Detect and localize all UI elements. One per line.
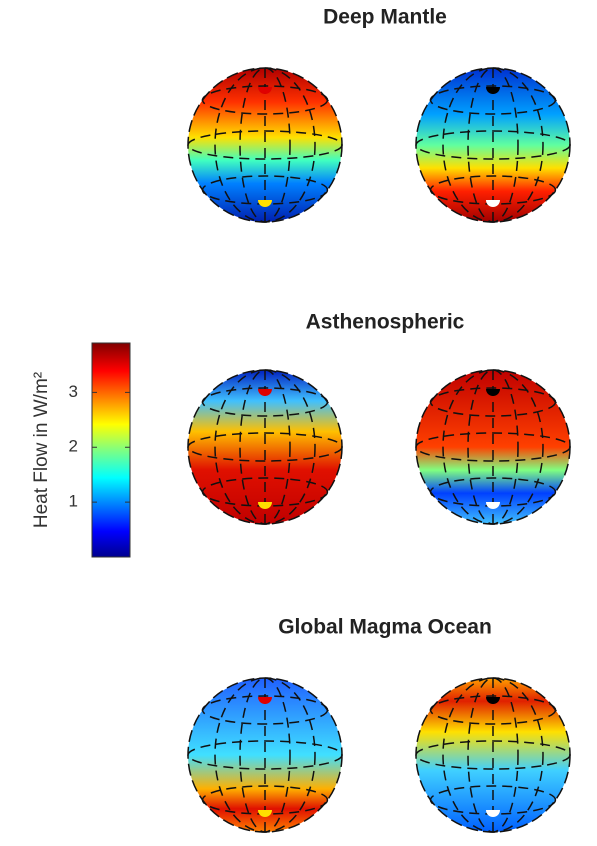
pole-marker bbox=[486, 200, 500, 207]
pole-marker bbox=[258, 200, 272, 207]
pole-marker bbox=[486, 502, 500, 509]
tick-label: 3 bbox=[69, 382, 78, 401]
globes bbox=[187, 67, 571, 833]
pole-marker bbox=[258, 87, 272, 94]
pole-marker bbox=[258, 502, 272, 509]
panel-title: Asthenospheric bbox=[306, 311, 465, 334]
panel-title: Deep Mantle bbox=[323, 6, 447, 29]
pole-marker bbox=[258, 810, 272, 817]
tick-label: 2 bbox=[69, 437, 78, 456]
pole-marker bbox=[258, 389, 272, 396]
globe bbox=[416, 370, 570, 524]
globe-outline bbox=[187, 369, 343, 525]
colorbar-label: Heat Flow in W/m² bbox=[31, 372, 52, 528]
globe bbox=[188, 370, 342, 524]
globe-outline bbox=[187, 677, 343, 833]
globe-outline bbox=[415, 677, 571, 833]
globe-outline bbox=[415, 67, 571, 223]
tick-label: 1 bbox=[69, 492, 78, 511]
globe bbox=[416, 678, 570, 832]
globe bbox=[416, 68, 570, 222]
colorbar bbox=[91, 342, 131, 558]
panel-title: Global Magma Ocean bbox=[278, 616, 492, 639]
globe-outline bbox=[415, 369, 571, 525]
pole-marker bbox=[486, 810, 500, 817]
globe-outline bbox=[187, 67, 343, 223]
pole-marker bbox=[486, 697, 500, 704]
pole-marker bbox=[258, 697, 272, 704]
globe bbox=[188, 68, 342, 222]
pole-marker bbox=[486, 389, 500, 396]
pole-marker bbox=[486, 87, 500, 94]
globe bbox=[188, 678, 342, 832]
